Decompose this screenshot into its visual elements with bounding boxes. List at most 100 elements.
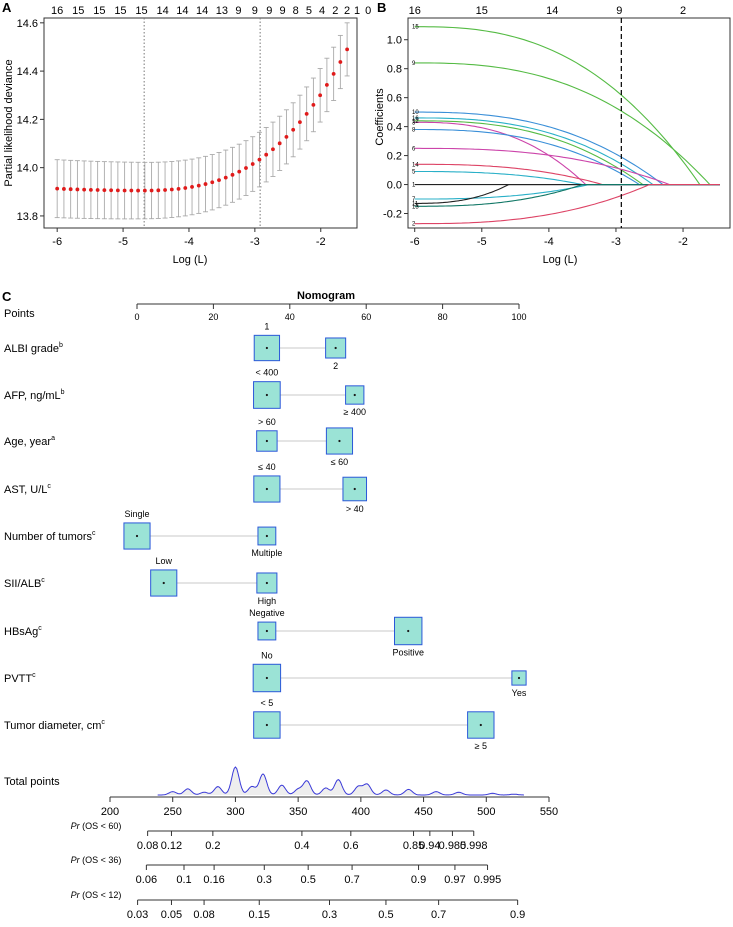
- x-tick-label: -5: [118, 236, 128, 248]
- total-points-tick-label: 200: [101, 806, 119, 818]
- level-label: High: [258, 596, 277, 606]
- deviance-point: [88, 187, 93, 192]
- panel-a-points: [55, 47, 350, 193]
- probability-tick-label: 0.2: [205, 840, 220, 852]
- level-dot: [265, 534, 268, 538]
- top-count-label: 15: [135, 5, 147, 17]
- deviance-point: [230, 172, 235, 177]
- probability-tick-label: 0.7: [344, 874, 359, 886]
- coefficient-path: [414, 184, 720, 200]
- total-points-scale: 200 250 300 350 400 450 500 550: [101, 796, 558, 818]
- probability-tick-label: 0.9: [510, 909, 525, 921]
- variable-superscript: c: [101, 719, 105, 726]
- panel-a: A 16 15 15 15 15 14 14 14 13 9 9 9 9 8 5 4 2 2 1 0 -6 -5 -4 -3…: [2, 0, 371, 266]
- variable-name: Number of tumors: [4, 531, 93, 543]
- level-dot: [479, 723, 482, 727]
- deviance-point: [190, 185, 194, 189]
- top-count-label: 0: [365, 5, 371, 17]
- series-label: 9: [412, 61, 416, 67]
- deviance-point: [102, 188, 107, 193]
- variable-name: HBsAg: [4, 626, 38, 638]
- level-dot: [135, 534, 139, 538]
- probability-tick-label: 0.15: [249, 909, 270, 921]
- level-label: ≥ 5: [475, 741, 487, 751]
- level-dot: [517, 676, 521, 680]
- variable-name: SII/ALB: [4, 578, 41, 590]
- probability-tick-label: 0.7: [431, 909, 446, 921]
- y-tick-label: 14.0: [17, 163, 38, 175]
- x-tick-label: -4: [184, 236, 194, 248]
- level-dot: [265, 346, 268, 350]
- panel-a-y-label: Partial likelihood deviance: [3, 59, 15, 186]
- top-count-label: 2: [332, 5, 338, 17]
- panel-a-label: A: [2, 0, 12, 15]
- series-label: 5: [412, 170, 416, 176]
- y-tick-label: 1.0: [387, 35, 402, 47]
- level-label: > 60: [258, 417, 276, 427]
- panel-a-x-label: Log (L): [173, 254, 208, 266]
- y-tick-label: -0.2: [383, 209, 402, 221]
- coefficient-path: [414, 163, 720, 186]
- deviance-point: [217, 178, 221, 182]
- probability-tick-label: 0.998: [460, 840, 488, 852]
- series-label: 14: [412, 162, 419, 168]
- total-points-tick-label: 500: [477, 806, 495, 818]
- panel-a-x-axis: -6 -5 -4 -3 -2: [52, 228, 326, 248]
- variable-name: Tumor diameter, cm: [4, 720, 101, 732]
- y-tick-label: 0.0: [387, 180, 402, 192]
- series-label: 10: [412, 110, 419, 116]
- probability-tick-label: 0.94: [419, 840, 440, 852]
- level-label: Multiple: [251, 548, 282, 558]
- series-label: 3: [412, 120, 416, 126]
- x-tick-label: -2: [678, 236, 688, 248]
- probability-tick-label: 0.85: [403, 840, 424, 852]
- points-row-label: Points: [4, 308, 35, 320]
- coefficient-path: [414, 184, 720, 204]
- variable-label: ALBI gradeb: [4, 342, 63, 355]
- panel-b-y-axis: -0.2 0.0 0.2 0.4 0.6 0.8 1.0: [383, 35, 408, 221]
- level-label: Positive: [392, 648, 424, 658]
- top-count-label: 15: [72, 5, 84, 17]
- y-tick-label: 0.4: [387, 122, 402, 134]
- level-box: [467, 711, 495, 739]
- probability-label-pr: Pr: [71, 890, 81, 900]
- points-tick-label: 40: [285, 312, 295, 322]
- deviance-point: [75, 187, 80, 192]
- variable-superscript: b: [59, 342, 63, 349]
- points-tick-label: 100: [511, 312, 526, 322]
- total-points-density: [157, 766, 524, 796]
- variable-superscript: c: [38, 625, 42, 632]
- coefficient-path: [414, 120, 720, 186]
- deviance-point: [95, 188, 100, 192]
- top-count-label: 16: [51, 5, 63, 17]
- top-count-label: 14: [196, 5, 208, 17]
- series-label: 7: [412, 197, 416, 203]
- y-tick-label: 14.6: [17, 18, 38, 30]
- level-dot: [338, 439, 341, 443]
- density-curve: [157, 766, 524, 796]
- series-label: 12: [412, 119, 419, 125]
- x-tick-label: -3: [250, 236, 260, 248]
- probability-tick-label: 0.1: [176, 874, 191, 886]
- probability-label: Pr (OS < 12): [71, 890, 122, 900]
- deviance-point: [284, 134, 289, 139]
- deviance-point: [163, 188, 167, 192]
- level-label: 2: [333, 361, 338, 371]
- level-label: Low: [155, 556, 172, 566]
- deviance-point: [311, 102, 316, 107]
- top-count-label: 5: [306, 5, 312, 17]
- series-label: 16: [412, 116, 419, 122]
- deviance-point: [210, 180, 215, 185]
- variable-superscript: c: [47, 483, 51, 490]
- variable-name: Age, year: [4, 436, 51, 448]
- deviance-point: [304, 111, 309, 116]
- deviance-point: [62, 187, 66, 191]
- series-label: 6: [412, 146, 416, 152]
- coefficient-path: [414, 26, 720, 186]
- variable-superscript: c: [41, 577, 45, 584]
- probability-tick-label: 0.985: [439, 840, 467, 852]
- level-dot: [265, 581, 268, 585]
- deviance-point: [257, 157, 262, 162]
- top-count-label: 15: [476, 5, 488, 17]
